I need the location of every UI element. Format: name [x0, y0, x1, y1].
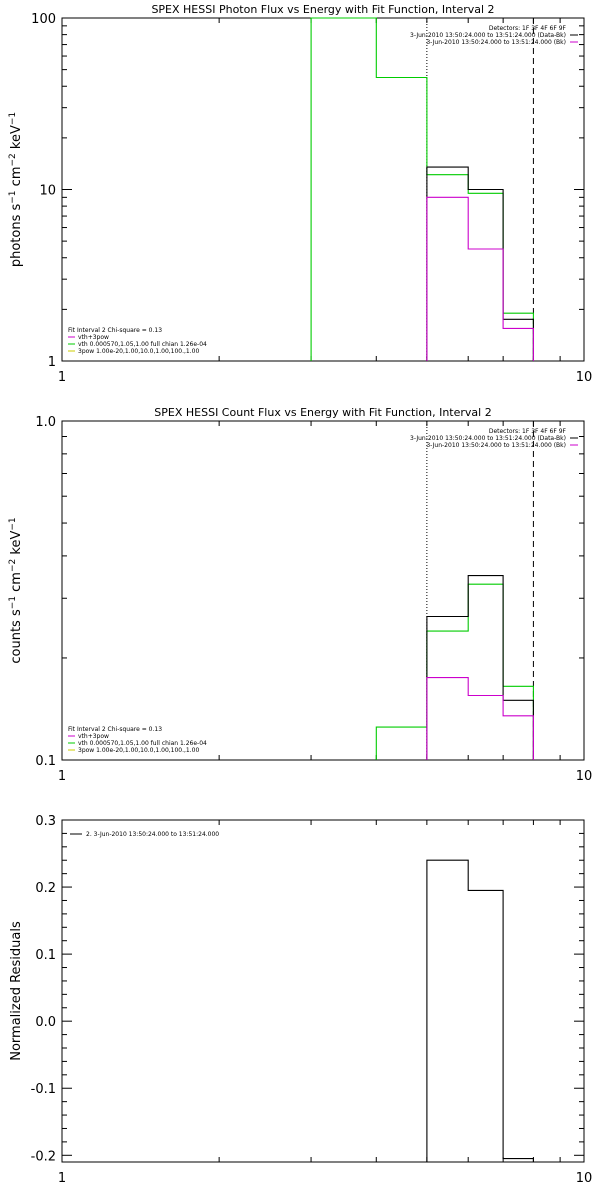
- legend-entry: Fit Interval 2 Chi-square = 0.13: [68, 327, 162, 334]
- legend-entry: 3-Jun-2010 13:50:24.000 to 13:51:24.000 …: [410, 32, 566, 39]
- y-label-part: keV: [9, 531, 24, 559]
- series-1-step-line: [426, 859, 534, 1162]
- y-label-superscript: −2: [8, 559, 18, 572]
- x-tick-label: 1: [58, 370, 66, 385]
- chart-title: SPEX HESSI Count Flux vs Energy with Fit…: [154, 406, 491, 419]
- legend-entry: Fit Interval 2 Chi-square = 0.13: [68, 726, 162, 733]
- y-label-superscript: −1: [8, 190, 18, 203]
- y-tick-label: 1: [48, 355, 56, 370]
- series-1-step-line: [310, 17, 534, 361]
- series-1-step-line: [375, 583, 534, 760]
- legend-entry: vth+3pow: [78, 334, 109, 341]
- y-label-superscript: −1: [8, 596, 18, 609]
- x-tick-label: 10: [576, 1171, 593, 1186]
- y-axis-label: counts s−1 cm−2 keV−1: [8, 517, 24, 663]
- legend-entry: Detectors: 1F 3F 4F 6F 9F: [489, 25, 567, 32]
- legend-entry: 3-Jun-2010 13:50:24.000 to 13:51:24.000 …: [410, 435, 566, 442]
- y-axis-label: photons s−1 cm−2 keV−1: [8, 112, 24, 267]
- x-tick-label: 1: [58, 769, 66, 784]
- chart-1: photons s−1 cm−2 keV−1: [8, 17, 585, 362]
- y-label-part: cm: [9, 167, 24, 191]
- y-tick-label: 0.0: [35, 1015, 56, 1030]
- legend-entry: 3-Jun-2010 13:50:24.000 to 13:51:24.000 …: [426, 442, 566, 449]
- y-label-part: photons s: [9, 204, 24, 268]
- series-2-step-line: [426, 575, 534, 760]
- legend-entry: vth 0.000570,1.05,1.00 full chian 1.26e-…: [78, 341, 207, 348]
- y-tick-label: 1.0: [35, 415, 56, 430]
- y-axis-label: Normalized Residuals: [9, 921, 24, 1061]
- legend-entry: 3pow 1.00e-20,1.00,10.0,1.00,100.,1.00: [78, 747, 199, 754]
- plot-frame: [61, 17, 585, 362]
- legend-entry: Detectors: 1F 3F 4F 6F 9F: [489, 428, 567, 435]
- y-label-part: keV: [9, 125, 24, 153]
- y-label-part: counts s: [9, 609, 24, 664]
- plot-frame: [61, 819, 585, 1163]
- y-tick-label: -0.2: [31, 1149, 56, 1164]
- series-2-step-line: [426, 166, 534, 361]
- plot-frame: [61, 420, 585, 761]
- legend-entry: vth+3pow: [78, 733, 109, 740]
- y-tick-label: 10: [39, 184, 56, 199]
- legend-entry: 2. 3-Jun-2010 13:50:24.000 to 13:51:24.0…: [86, 831, 219, 838]
- legend-entry: vth 0.000570,1.05,1.00 full chian 1.26e-…: [78, 740, 207, 747]
- y-tick-label: -0.1: [31, 1082, 56, 1097]
- y-tick-label: 0.3: [35, 814, 56, 829]
- chart-2: counts s−1 cm−2 keV−1: [8, 420, 585, 761]
- y-label-part: cm: [9, 572, 24, 596]
- legend-entry: 3-Jun-2010 13:50:24.000 to 13:51:24.000 …: [426, 39, 566, 46]
- y-label-superscript: −1: [8, 517, 18, 530]
- chart-3: Normalized Residuals: [9, 819, 585, 1163]
- y-tick-label: 0.1: [35, 754, 56, 769]
- series-3-step-line: [426, 196, 534, 361]
- series-3-step-line: [426, 677, 534, 760]
- y-label-superscript: −1: [8, 112, 18, 125]
- y-label-superscript: −2: [8, 153, 18, 166]
- y-tick-label: 100: [31, 12, 56, 27]
- chart-title: SPEX HESSI Photon Flux vs Energy with Fi…: [151, 3, 494, 16]
- x-tick-label: 1: [58, 1171, 66, 1186]
- y-tick-label: 0.2: [35, 881, 56, 896]
- x-tick-label: 10: [576, 370, 593, 385]
- legend-entry: 3pow 1.00e-20,1.00,10.0,1.00,100.,1.00: [78, 348, 199, 355]
- y-tick-label: 0.1: [35, 948, 56, 963]
- x-tick-label: 10: [576, 769, 593, 784]
